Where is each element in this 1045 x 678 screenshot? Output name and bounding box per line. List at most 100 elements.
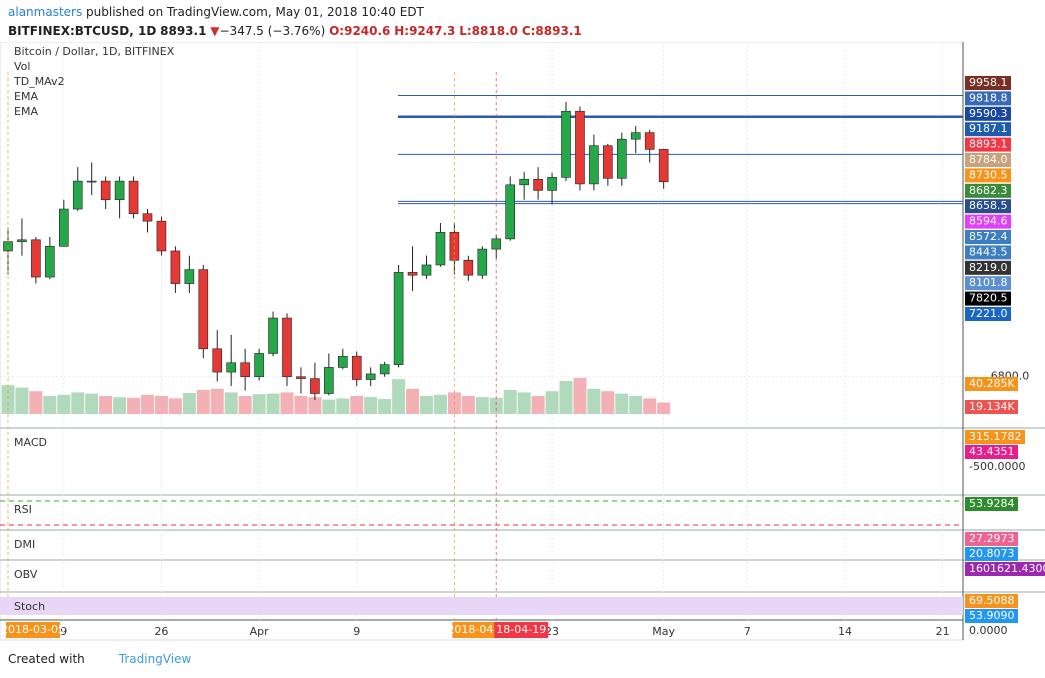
candle [268,311,278,357]
price-flag [965,400,1018,414]
candle-body [142,213,153,222]
candle-body [254,353,264,378]
candle [58,199,69,247]
candle-body [351,355,362,380]
plot-bg [0,42,964,641]
candle [170,246,181,293]
x-tick-label: 23 [545,625,559,638]
volume-bar [43,396,57,414]
x-tick-label: 7 [744,625,751,638]
price-label: 69.5088 [969,594,1015,607]
candle [254,348,264,381]
price-flag [965,562,1045,576]
symbol: BITFINEX:BTCUSD, 1D [8,24,157,38]
price-flag [965,199,1011,214]
candle-body [519,178,529,186]
publisher[interactable]: alanmasters [8,5,83,19]
price-label: 53.9090 [969,609,1015,622]
volume-bar [29,391,43,414]
price-label: 27.2973 [969,532,1015,545]
price-flag [965,609,1018,623]
volume-bar [99,396,113,414]
volume-bar [1,385,15,414]
volume-bar [182,393,196,414]
volume-bar [559,381,573,414]
volume-bar [85,393,99,414]
price-label: 53.9284 [969,497,1015,510]
date-flag [452,622,507,638]
candle [282,313,292,387]
candle [240,348,250,391]
volume-bar [252,394,266,414]
candle [477,246,488,279]
volume-bar [322,399,336,414]
candle-body [421,264,432,276]
volume-bar [238,396,252,414]
candle [114,176,125,219]
candle-body [435,232,446,266]
candle-body [603,145,613,179]
volume-bar [168,398,182,414]
pane-title: MACD [14,436,47,449]
volume-bar [350,396,364,414]
candle-body [128,180,139,215]
candle-body [463,259,474,276]
volume-bar [433,394,447,414]
footer: Created with TradingView [8,652,191,666]
volume-bar [280,392,294,414]
candle-body [114,180,125,201]
candle-body [407,272,418,276]
candle [379,361,390,377]
volume-bar [587,388,601,414]
candle-body [575,110,585,185]
brand[interactable]: TradingView [118,652,192,666]
volume-bar [336,398,350,414]
price-label: 8658.5 [969,199,1008,212]
price-flag [965,445,1018,459]
candle-body [240,362,250,378]
price-flag [965,291,1011,306]
volume-bar [224,392,238,414]
candle-body [365,373,376,380]
price-label: 8594.6 [969,215,1008,228]
candle-body [589,145,599,185]
candle-body [658,149,669,183]
date-flag [6,622,60,638]
price-label: 8784.0 [969,153,1008,166]
candle-body [72,180,83,210]
candle [45,237,55,279]
candle [365,367,376,387]
candle-body [393,272,404,365]
created: Created with [8,652,85,666]
volume-bar [378,399,392,414]
candle-body [198,269,209,350]
header: alanmasters published on TradingView.com… [8,3,582,41]
candle [198,264,209,359]
volume-bar [15,387,29,414]
price-flag [965,137,1011,152]
price-label: 20.8073 [969,547,1015,560]
price-label: 8893.1 [969,138,1008,151]
candle-body [324,367,334,394]
price-flag [965,377,1018,391]
price-label: 9590.3 [969,107,1008,120]
price-flag [965,91,1011,106]
o: O:9240.6 [329,24,391,38]
price-label: 8219.0 [969,261,1008,274]
price-label: 7820.5 [969,292,1008,305]
candle [184,255,195,293]
pane-title: DMI [14,538,35,551]
price-label: 8730.5 [969,168,1008,181]
candle [351,351,362,387]
volume-bar [57,394,71,414]
volume-bar [294,396,308,414]
candle [533,167,543,200]
volume-bar [461,396,475,414]
price-flag [965,183,1011,198]
price-label: 1601621.4300 [969,562,1045,575]
candle-body [156,220,167,252]
volume-bar [71,392,85,414]
price-label: 8101.8 [969,276,1008,289]
